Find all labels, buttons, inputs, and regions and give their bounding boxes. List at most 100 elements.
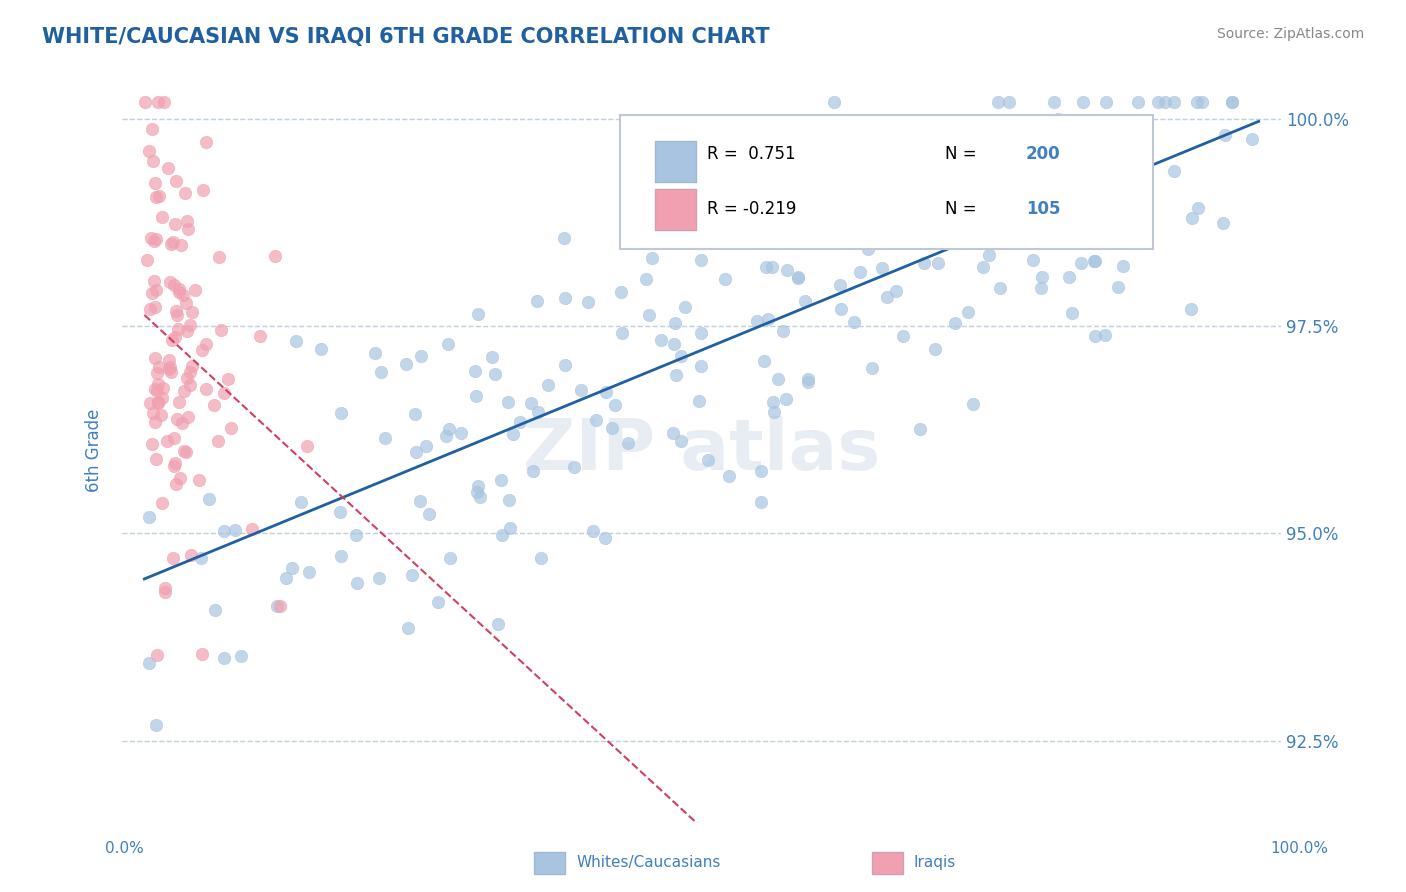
blue bbox=[527, 405, 550, 419]
blue bbox=[266, 599, 288, 614]
pink bbox=[146, 366, 169, 380]
blue bbox=[1073, 205, 1095, 219]
blue bbox=[484, 367, 506, 381]
pink bbox=[179, 318, 201, 332]
pink bbox=[174, 445, 197, 459]
blue bbox=[329, 549, 352, 563]
blue bbox=[274, 571, 297, 585]
Text: ZIP atlas: ZIP atlas bbox=[523, 416, 880, 485]
blue bbox=[1187, 201, 1209, 215]
Text: R = -0.219: R = -0.219 bbox=[707, 201, 797, 219]
blue bbox=[1004, 168, 1026, 182]
pink bbox=[146, 377, 169, 392]
pink bbox=[162, 235, 184, 249]
blue bbox=[762, 395, 785, 409]
blue bbox=[690, 253, 713, 268]
pink bbox=[240, 522, 263, 536]
pink bbox=[174, 296, 197, 310]
blue bbox=[418, 507, 440, 521]
blue bbox=[988, 281, 1011, 295]
blue bbox=[617, 436, 640, 450]
pink bbox=[180, 305, 202, 319]
pink bbox=[162, 550, 184, 565]
pink bbox=[169, 471, 191, 485]
blue bbox=[450, 425, 472, 440]
pink bbox=[157, 353, 180, 368]
pink bbox=[173, 443, 195, 458]
blue bbox=[401, 568, 423, 582]
blue bbox=[374, 431, 396, 445]
blue bbox=[972, 260, 994, 274]
pink bbox=[142, 153, 165, 168]
pink bbox=[134, 95, 156, 110]
blue bbox=[569, 383, 592, 397]
blue bbox=[229, 648, 252, 663]
blue bbox=[962, 396, 984, 410]
pink bbox=[162, 277, 184, 292]
blue bbox=[1163, 95, 1185, 110]
blue bbox=[949, 209, 972, 223]
blue bbox=[1107, 279, 1129, 293]
pink bbox=[159, 359, 181, 374]
blue bbox=[553, 231, 575, 245]
blue bbox=[368, 571, 391, 585]
blue bbox=[810, 163, 832, 178]
blue bbox=[530, 550, 553, 565]
pink bbox=[249, 328, 271, 343]
blue bbox=[696, 453, 718, 467]
pink bbox=[191, 647, 214, 661]
pink bbox=[295, 439, 318, 453]
Text: Iraqis: Iraqis bbox=[914, 855, 956, 870]
blue bbox=[1212, 216, 1234, 230]
pink bbox=[143, 415, 166, 429]
blue bbox=[537, 378, 560, 392]
blue bbox=[761, 260, 783, 274]
blue bbox=[998, 95, 1021, 110]
blue bbox=[907, 164, 929, 178]
pink bbox=[181, 359, 204, 373]
blue bbox=[595, 384, 617, 399]
blue bbox=[1181, 211, 1204, 225]
pink bbox=[141, 122, 163, 136]
pink bbox=[177, 410, 200, 425]
blue bbox=[329, 505, 352, 519]
pink bbox=[190, 343, 212, 358]
pink bbox=[142, 406, 165, 420]
blue bbox=[554, 358, 576, 372]
blue bbox=[870, 130, 893, 145]
blue bbox=[465, 485, 488, 500]
Text: 105: 105 bbox=[1026, 201, 1060, 219]
pink bbox=[179, 365, 201, 379]
blue bbox=[526, 293, 548, 308]
blue bbox=[212, 651, 235, 665]
pink bbox=[160, 365, 183, 379]
pink bbox=[142, 274, 165, 288]
blue bbox=[437, 336, 460, 351]
Text: Whites/Caucasians: Whites/Caucasians bbox=[576, 855, 721, 870]
pink bbox=[176, 371, 198, 385]
pink bbox=[145, 300, 167, 314]
blue bbox=[863, 231, 886, 245]
Bar bbox=[655, 189, 696, 230]
pink bbox=[146, 395, 169, 409]
pink bbox=[139, 231, 162, 245]
pink bbox=[176, 214, 198, 228]
blue bbox=[1163, 163, 1185, 178]
blue bbox=[673, 119, 696, 133]
blue bbox=[641, 251, 664, 265]
blue bbox=[427, 595, 450, 609]
blue bbox=[1111, 259, 1133, 273]
blue bbox=[224, 523, 246, 537]
pink bbox=[159, 276, 181, 290]
blue bbox=[489, 473, 512, 487]
blue bbox=[662, 426, 685, 441]
blue bbox=[212, 524, 235, 539]
blue bbox=[934, 152, 956, 166]
blue bbox=[886, 213, 908, 227]
blue bbox=[285, 334, 308, 348]
Text: Source: ZipAtlas.com: Source: ZipAtlas.com bbox=[1216, 27, 1364, 41]
Text: R =  0.751: R = 0.751 bbox=[707, 145, 796, 162]
Text: N =: N = bbox=[945, 201, 981, 219]
pink bbox=[150, 496, 173, 510]
blue bbox=[1043, 95, 1066, 110]
